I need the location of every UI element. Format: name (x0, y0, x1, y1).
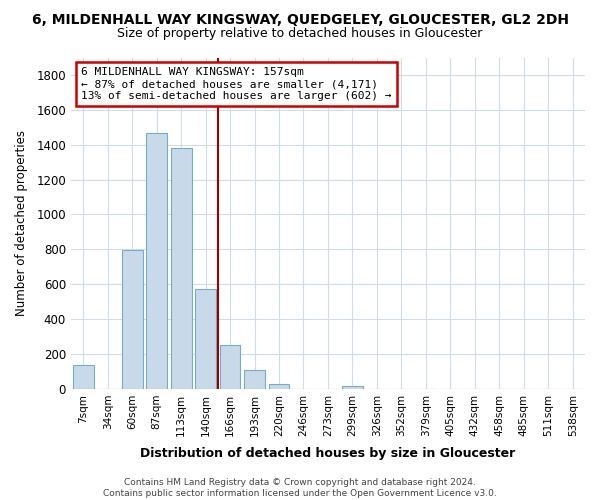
Text: Size of property relative to detached houses in Gloucester: Size of property relative to detached ho… (118, 28, 482, 40)
Bar (195, 288, 216, 389)
Text: 6 MILDENHALL WAY KINGSWAY: 157sqm
← 87% of detached houses are smaller (4,171)
1: 6 MILDENHALL WAY KINGSWAY: 157sqm ← 87% … (81, 68, 392, 100)
X-axis label: Distribution of detached houses by size in Gloucester: Distribution of detached houses by size … (140, 447, 515, 460)
Y-axis label: Number of detached properties: Number of detached properties (15, 130, 28, 316)
Bar (244, 370, 265, 389)
Text: Contains HM Land Registry data © Crown copyright and database right 2024.
Contai: Contains HM Land Registry data © Crown c… (103, 478, 497, 498)
Bar (170, 148, 191, 389)
Bar (73, 366, 94, 389)
Bar (220, 346, 241, 389)
Bar (146, 132, 167, 389)
Bar (342, 386, 363, 389)
Text: 6, MILDENHALL WAY KINGSWAY, QUEDGELEY, GLOUCESTER, GL2 2DH: 6, MILDENHALL WAY KINGSWAY, QUEDGELEY, G… (32, 12, 569, 26)
Bar (122, 250, 143, 389)
Bar (269, 384, 289, 389)
